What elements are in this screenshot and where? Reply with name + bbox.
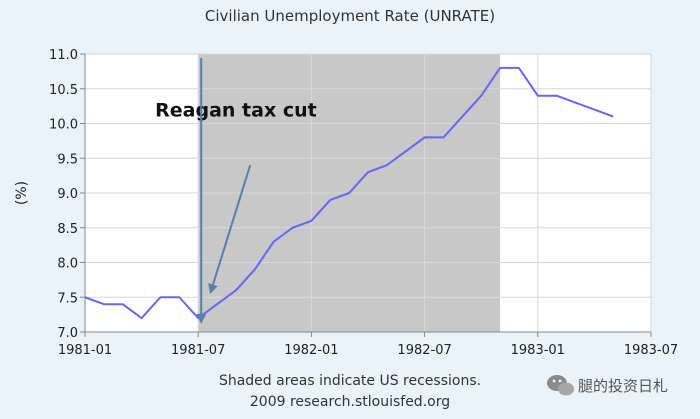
y-tick-label: 10.0 xyxy=(49,118,78,133)
x-tick-label: 1982-01 xyxy=(284,343,338,358)
y-tick-label: 10.5 xyxy=(49,83,78,98)
y-axis-label: (%) xyxy=(14,181,30,205)
chart-title: Civilian Unemployment Rate (UNRATE) xyxy=(205,7,495,25)
x-tick-label: 1983-01 xyxy=(511,343,565,358)
watermark-text: 腿的投资日札 xyxy=(578,377,668,395)
series-line-0 xyxy=(84,66,614,320)
footer-source: 2009 research.stlouisfed.org xyxy=(250,394,450,410)
y-tick-label: 11.0 xyxy=(49,48,78,63)
y-tick-label: 9.0 xyxy=(57,187,78,202)
y-tick-label: 8.0 xyxy=(57,257,78,272)
y-tick-label: 7.5 xyxy=(57,291,78,306)
x-tick-label: 1981-01 xyxy=(58,343,112,358)
annotation-label: Reagan tax cut xyxy=(155,100,317,122)
x-tick-label: 1981-07 xyxy=(171,343,225,358)
annotation-arrow-diagonal xyxy=(208,164,252,295)
footer-recession-note: Shaded areas indicate US recessions. xyxy=(219,373,481,389)
wechat-icon xyxy=(547,375,574,396)
y-tick-label: 8.5 xyxy=(57,222,78,237)
x-tick-label: 1983-07 xyxy=(624,343,678,358)
y-tick-label: 9.5 xyxy=(57,152,78,167)
y-tick-label: 7.0 xyxy=(57,326,78,341)
x-tick-label: 1982-07 xyxy=(397,343,451,358)
